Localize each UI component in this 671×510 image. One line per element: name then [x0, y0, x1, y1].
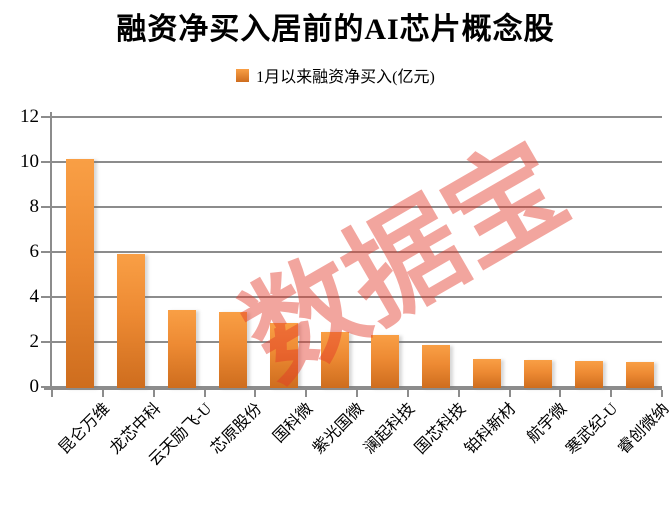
y-tick-mark — [41, 386, 50, 388]
y-tick-label: 0 — [29, 376, 40, 397]
x-tick-mark — [203, 390, 206, 397]
bar-睿创微纳 — [625, 362, 654, 388]
legend-label: 1月以来融资净买入(亿元) — [256, 69, 435, 86]
y-tick-mark — [41, 161, 50, 163]
x-tick-mark — [152, 390, 155, 397]
plot-area: 0 2 4 6 8 10 12 昆仑万维 龙芯中科 云天励飞-U 芯原股份 国科微 紫光国微 澜起科技国… — [20, 106, 671, 469]
gridline-6 — [52, 251, 662, 253]
gridline-10 — [52, 161, 662, 163]
x-label-睿创微纳: 睿创微纳 — [614, 400, 671, 458]
y-axis-line — [50, 112, 52, 390]
y-tick-label: 2 — [29, 331, 40, 352]
x-tick-mark — [406, 390, 409, 397]
bar-云天励飞-U — [168, 310, 197, 388]
x-label-芯原股份: 芯原股份 — [208, 400, 266, 458]
y-tick-label: 4 — [29, 286, 40, 307]
bar-昆仑万维 — [66, 158, 95, 388]
x-axis-line — [44, 388, 662, 390]
y-tick-label: 8 — [29, 196, 40, 217]
chart-title: 融资净买入居前的AI芯片概念股 — [116, 13, 555, 46]
x-tick-mark — [356, 390, 358, 397]
x-label-紫光国微: 紫光国微 — [309, 400, 368, 458]
y-tick-label: 10 — [20, 151, 39, 172]
gridline-2 — [52, 341, 662, 343]
x-tick-mark — [457, 390, 460, 397]
gridline-4 — [52, 296, 662, 298]
y-tick-mark — [41, 296, 50, 298]
x-label-昆仑万维: 昆仑万维 — [55, 400, 114, 458]
bar-芯原股份 — [218, 311, 247, 388]
y-tick-mark — [41, 206, 50, 208]
y-tick-label: 6 — [29, 241, 40, 262]
y-tick-label: 12 — [20, 106, 39, 127]
y-tick-mark — [41, 251, 50, 253]
legend-swatch-icon — [236, 68, 250, 82]
bar-寒武纪-U — [574, 361, 603, 388]
x-tick-mark — [254, 390, 257, 397]
gridline-8 — [52, 206, 662, 208]
x-label-铂科新材: 铂科新材 — [462, 400, 520, 458]
bar-澜起科技 — [371, 335, 400, 388]
y-tick-mark — [41, 341, 50, 343]
bar-龙芯中科 — [117, 254, 146, 388]
bar-航宇微 — [523, 359, 552, 388]
x-label-澜起科技: 澜起科技 — [360, 400, 419, 458]
x-label-寒武纪-U: 寒武纪-U — [563, 400, 622, 459]
x-tick-mark — [610, 390, 613, 397]
gridline-12 — [52, 116, 662, 118]
gridline-0 — [52, 386, 662, 388]
bar-国芯科技 — [422, 345, 451, 388]
x-tick-mark — [661, 390, 663, 397]
x-tick-mark — [101, 390, 104, 397]
x-tick-mark — [51, 390, 53, 397]
legend: 1月以来融资净买入(亿元) — [0, 63, 671, 87]
bar-国科微 — [269, 322, 298, 388]
bar-铂科新材 — [473, 358, 502, 388]
x-tick-mark — [508, 390, 511, 397]
x-label-国芯科技: 国芯科技 — [411, 400, 469, 458]
x-tick-mark — [305, 390, 308, 397]
x-tick-mark — [559, 390, 562, 397]
y-tick-mark — [41, 116, 50, 118]
bar-紫光国微 — [320, 331, 349, 388]
